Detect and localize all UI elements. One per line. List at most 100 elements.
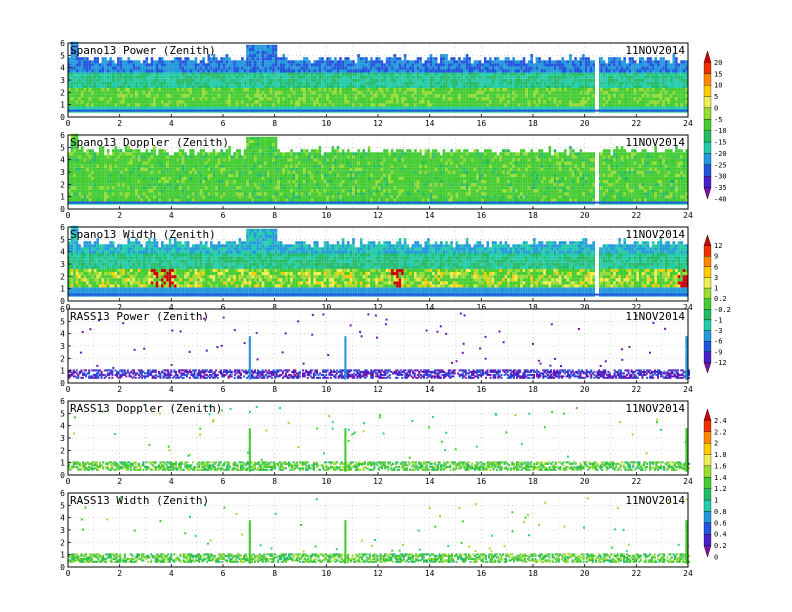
heatmap-cell [677, 103, 681, 107]
heatmap-cell [682, 60, 686, 64]
heatmap-cell [667, 78, 670, 82]
heatmap-cell [587, 103, 590, 107]
heatmap-cell [204, 84, 208, 88]
heatmap-cell [192, 100, 195, 104]
heatmap-cell [220, 78, 223, 82]
heatmap-cell [548, 106, 552, 110]
heatmap-cell [473, 78, 477, 82]
heatmap-cell [305, 81, 309, 85]
heatmap-cell [458, 72, 461, 76]
heatmap-cell [259, 57, 262, 61]
heatmap-cell [78, 81, 81, 85]
heatmap-cell [150, 75, 154, 79]
heatmap-cell [266, 91, 270, 95]
heatmap-cell [672, 84, 676, 88]
heatmap-cell [396, 57, 399, 61]
heatmap-cell [148, 158, 151, 162]
heatmap-cell [137, 97, 141, 101]
heatmap-cell [416, 94, 420, 98]
heatmap-cell [615, 81, 619, 85]
heatmap-cell [347, 75, 350, 79]
heatmap-cell [685, 69, 688, 73]
heatmap-cell [607, 88, 611, 92]
heatmap-cell [339, 81, 342, 85]
heatmap-cell [556, 66, 559, 70]
heatmap-cell [613, 81, 616, 85]
heatmap-cell [75, 106, 79, 110]
heatmap-cell [517, 94, 521, 98]
heatmap-cell [158, 63, 161, 67]
heatmap-cell [308, 78, 311, 82]
heatmap-cell [468, 94, 471, 98]
colorbar-label: 0 [714, 104, 718, 112]
heatmap-cell [145, 72, 149, 76]
heatmap-cell [375, 78, 378, 82]
heatmap-cell [230, 103, 234, 107]
heatmap-cell [277, 94, 280, 98]
heatmap-cell [618, 57, 621, 61]
heatmap-cell [372, 88, 376, 92]
heatmap-cell [445, 66, 448, 70]
heatmap-cell [328, 106, 332, 110]
heatmap-cell [520, 66, 523, 70]
heatmap-cell [476, 66, 479, 70]
heatmap-cell [569, 75, 572, 79]
heatmap-cell [215, 100, 218, 104]
heatmap-cell [522, 63, 526, 67]
heatmap-cell [78, 66, 81, 70]
heatmap-cell [440, 94, 443, 98]
heatmap-cell [411, 81, 415, 85]
heatmap-cell [130, 91, 133, 95]
heatmap-cell [132, 155, 136, 159]
heatmap-cell [158, 103, 161, 107]
heatmap-cell [496, 81, 500, 85]
heatmap-cell [272, 60, 275, 64]
heatmap-cell [517, 72, 521, 76]
heatmap-cell [365, 60, 368, 64]
heatmap-cell [445, 106, 448, 110]
heatmap-cell [202, 63, 205, 67]
heatmap-cell [73, 57, 76, 61]
heatmap-cell [669, 84, 673, 88]
heatmap-cell [179, 57, 182, 61]
heatmap-cell [210, 69, 213, 73]
heatmap-cell [651, 66, 655, 70]
heatmap-cell [155, 103, 159, 107]
heatmap-cell [313, 66, 316, 70]
heatmap-cell [362, 60, 366, 64]
heatmap-cell [476, 103, 479, 107]
heatmap-cell [383, 100, 386, 104]
heatmap-cell [124, 100, 128, 104]
heatmap-cell [254, 66, 257, 70]
heatmap-cell [184, 57, 187, 61]
heatmap-cell [378, 72, 381, 76]
heatmap-cell [80, 72, 84, 76]
heatmap-cell [235, 106, 239, 110]
heatmap-cell [540, 91, 544, 95]
heatmap-cell [295, 72, 298, 76]
heatmap-cell [378, 63, 381, 67]
heatmap-cell [582, 60, 585, 64]
heatmap-cell [478, 66, 482, 70]
heatmap-cell [473, 84, 477, 88]
heatmap-cell [186, 106, 190, 110]
heatmap-cell [215, 75, 218, 79]
heatmap-cell [339, 91, 342, 95]
heatmap-cell [117, 195, 120, 199]
heatmap-cell [471, 103, 474, 107]
heatmap-cell [251, 63, 254, 67]
heatmap-cell [135, 100, 138, 104]
colorbar-segment [703, 62, 712, 74]
heatmap-cell [83, 167, 87, 171]
heatmap-cell [440, 100, 443, 104]
heatmap-cell [607, 103, 611, 107]
heatmap-cell [494, 100, 497, 104]
heatmap-cell [662, 63, 665, 67]
heatmap-cell [173, 57, 177, 61]
heatmap-cell [502, 72, 505, 76]
heatmap-cell [504, 66, 508, 70]
heatmap-cell [99, 106, 102, 110]
heatmap-cell [672, 63, 676, 67]
heatmap-cell [109, 161, 112, 165]
heatmap-cell [132, 152, 136, 156]
